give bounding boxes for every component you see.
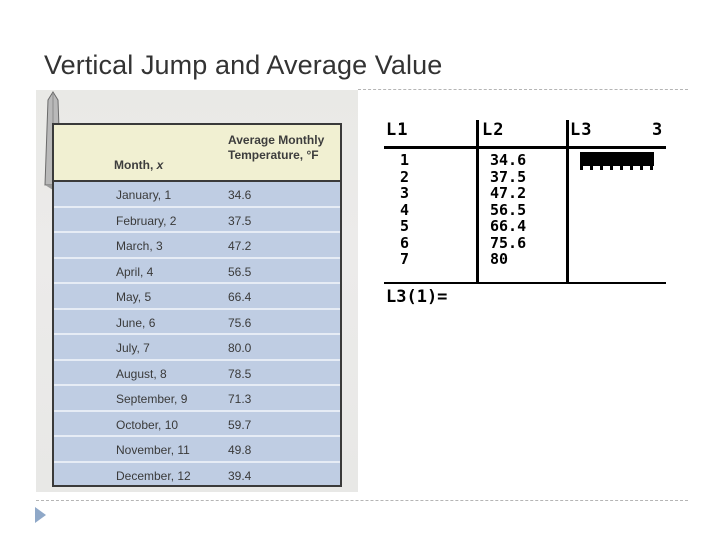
top-divider — [358, 89, 688, 90]
column-divider — [566, 120, 569, 282]
table-row: July, 7 80.0 — [54, 335, 340, 361]
header-temperature: Average Monthly Temperature, °F — [228, 133, 325, 162]
table-row: January, 1 34.6 — [54, 182, 340, 208]
triangle-bullet-icon — [35, 507, 46, 523]
bottom-divider — [36, 500, 688, 501]
table-header: Month, x Average Monthly Temperature, °F — [54, 125, 340, 182]
table-row: December, 12 39.4 — [116, 468, 252, 483]
table-row: February, 2 37.5 — [54, 208, 340, 233]
header-month: Month, x — [114, 158, 164, 172]
column-divider — [476, 120, 479, 282]
table-row: May, 5 66.4 — [54, 284, 340, 310]
table-row: March, 3 47.2 — [54, 233, 340, 259]
list-l2: 34.6 37.5 47.2 56.5 66.4 75.6 80 — [490, 151, 527, 268]
list-header-l3: L3 — [570, 120, 593, 140]
slide-title: Vertical Jump and Average Value — [44, 50, 443, 80]
list-header-l1: L1 — [386, 120, 409, 140]
table-row: October, 10 59.7 — [54, 412, 340, 437]
entry-divider — [384, 282, 666, 284]
entry-line: L3(1)= — [386, 287, 448, 307]
header-divider — [384, 146, 666, 149]
table-row: August, 8 78.5 — [54, 361, 340, 386]
list-header-l2: L2 — [482, 120, 505, 140]
list-column-index: 3 — [652, 120, 664, 140]
table-row: September, 9 71.3 — [54, 386, 340, 412]
temperature-table: Month, x Average Monthly Temperature, °F… — [52, 123, 342, 487]
table-row: June, 6 75.6 — [54, 310, 340, 335]
table-row: November, 11 49.8 — [54, 437, 340, 463]
cell-cursor — [580, 152, 654, 170]
table-row: April, 4 56.5 — [54, 259, 340, 284]
